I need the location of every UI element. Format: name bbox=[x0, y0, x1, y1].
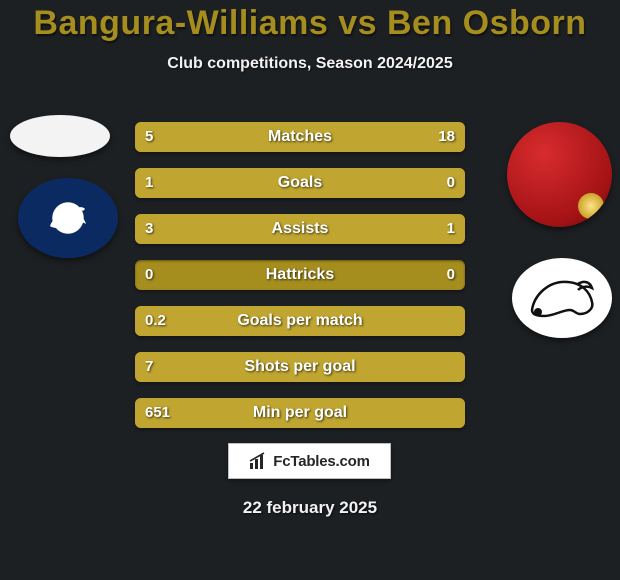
title-text: Bangura-Williams vs Ben Osborn bbox=[33, 4, 586, 42]
club-left-badge bbox=[18, 178, 118, 258]
ram-icon bbox=[526, 270, 598, 326]
page-title: Bangura-Williams vs Ben Osborn bbox=[0, 0, 620, 43]
logo-text: FcTables.com bbox=[273, 453, 370, 470]
subtitle: Club competitions, Season 2024/2025 bbox=[0, 55, 620, 73]
stat-row: 518Matches bbox=[135, 122, 465, 152]
lion-icon bbox=[44, 194, 92, 242]
club-right-badge bbox=[512, 258, 612, 338]
stat-row: 00Hattricks bbox=[135, 260, 465, 290]
player-left-photo bbox=[10, 115, 110, 157]
stat-label: Matches bbox=[135, 122, 465, 152]
stat-row: 7Shots per goal bbox=[135, 352, 465, 382]
stat-row: 10Goals bbox=[135, 168, 465, 198]
stat-label: Assists bbox=[135, 214, 465, 244]
date-text: 22 february 2025 bbox=[0, 498, 620, 518]
stat-row: 0.2Goals per match bbox=[135, 306, 465, 336]
stat-label: Goals bbox=[135, 168, 465, 198]
fctables-logo: FcTables.com bbox=[228, 443, 391, 479]
stats-table: 518Matches 10Goals 31Assists 00Hattricks 0.2… bbox=[135, 122, 465, 444]
stat-label: Goals per match bbox=[135, 306, 465, 336]
stat-label: Shots per goal bbox=[135, 352, 465, 382]
chart-bars-icon bbox=[249, 451, 269, 471]
player-right-photo bbox=[507, 122, 612, 227]
stat-label: Min per goal bbox=[135, 398, 465, 428]
stat-label: Hattricks bbox=[135, 260, 465, 290]
stat-row: 651Min per goal bbox=[135, 398, 465, 428]
stat-row: 31Assists bbox=[135, 214, 465, 244]
